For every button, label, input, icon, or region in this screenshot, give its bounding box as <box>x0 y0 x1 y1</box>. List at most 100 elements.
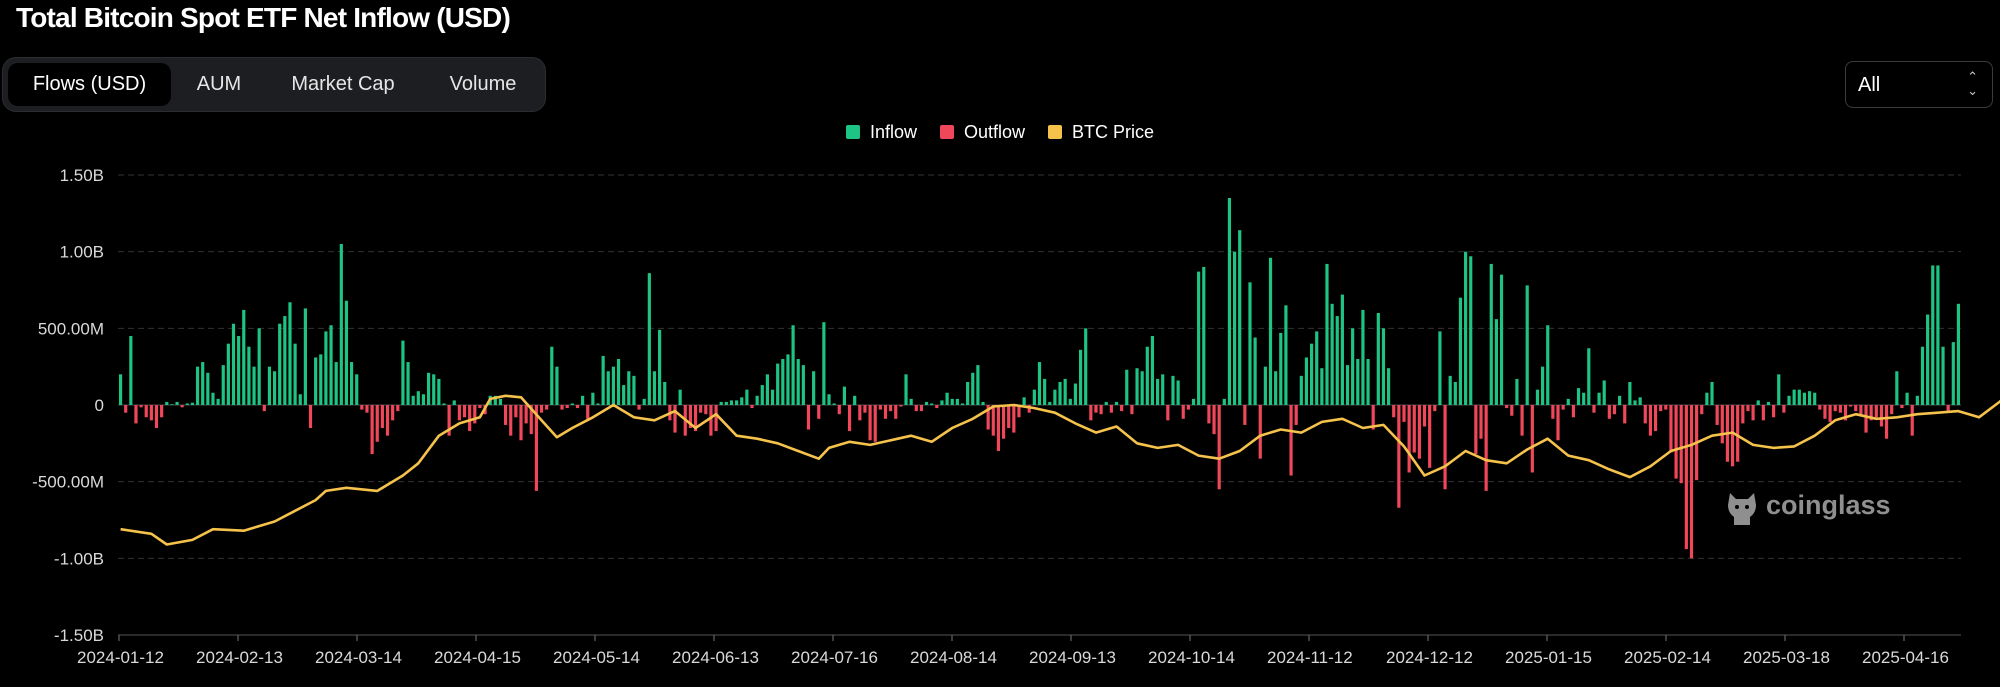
time-range-value: All <box>1858 74 1880 97</box>
inflow-bar <box>925 402 928 405</box>
outflow-bar <box>1007 405 1010 428</box>
outflow-bar <box>699 405 702 413</box>
inflow-bar <box>191 403 194 405</box>
inflow-bar <box>314 357 317 405</box>
inflow-bar <box>1064 379 1067 405</box>
inflow-bar <box>432 374 435 405</box>
legend-item-outflow[interactable]: Outflow <box>940 122 1025 143</box>
outflow-bar <box>1110 405 1113 413</box>
inflow-bar <box>802 365 805 405</box>
outflow-bar <box>540 405 543 413</box>
outflow-bar <box>673 405 676 433</box>
inflow-bar <box>1233 252 1236 405</box>
inflow-bar <box>756 396 759 405</box>
inflow-bar <box>1305 357 1308 405</box>
inflow-bar <box>1177 380 1180 405</box>
inflow-bar <box>720 402 723 405</box>
outflow-bar <box>637 405 640 410</box>
inflow-bar <box>1500 275 1503 405</box>
inflow-bar <box>776 364 779 405</box>
inflow-bar <box>1587 348 1590 405</box>
inflow-bar <box>1105 402 1108 405</box>
inflow-bar <box>679 390 682 405</box>
inflow-bar <box>1387 368 1390 405</box>
x-tick-label: 2024-09-13 <box>1029 648 1116 667</box>
outflow-bar <box>1613 405 1616 414</box>
inflow-bar <box>843 387 846 405</box>
coinglass-logo-icon <box>1724 489 1760 527</box>
outflow-bar <box>560 405 563 410</box>
inflow-bar <box>1336 316 1339 405</box>
inflow-bar <box>355 374 358 405</box>
inflow-bar <box>1223 399 1226 405</box>
inflow-bar <box>1495 319 1498 405</box>
outflow-bar <box>1289 405 1292 476</box>
inflow-bar <box>956 399 959 405</box>
inflow-bar <box>252 367 255 405</box>
outflow-bar <box>1947 405 1950 413</box>
inflow-bar <box>1628 382 1631 405</box>
inflow-bar <box>797 359 800 405</box>
tab-aum[interactable]: AUM <box>175 63 263 106</box>
outflow-bar <box>1130 405 1133 414</box>
outflow-bar <box>689 405 692 428</box>
outflow-bar <box>869 405 872 440</box>
legend-item-inflow[interactable]: Inflow <box>846 122 917 143</box>
inflow-bar <box>658 330 661 405</box>
inflow-bar <box>1633 400 1636 405</box>
inflow-bar <box>766 374 769 405</box>
inflow-bar <box>324 331 327 405</box>
tab-market-cap[interactable]: Market Cap <box>269 63 417 106</box>
inflow-bar <box>971 373 974 405</box>
inflow-bar <box>822 322 825 405</box>
inflow-bar <box>1254 338 1257 405</box>
y-tick-label: -500.00M <box>32 473 104 492</box>
outflow-bar <box>1479 405 1482 439</box>
tab-flows-usd[interactable]: Flows (USD) <box>8 63 171 106</box>
inflow-bar <box>1710 382 1713 405</box>
outflow-bar <box>879 405 882 410</box>
outflow-bar <box>1782 405 1785 413</box>
inflow-bar <box>206 373 209 405</box>
inflow-bar <box>1808 391 1811 405</box>
outflow-bar <box>935 405 938 408</box>
outflow-bar <box>1443 405 1446 489</box>
grid-lines <box>118 175 1961 635</box>
outflow-bar <box>1212 405 1215 434</box>
inflow-bar <box>1284 305 1287 405</box>
outflow-bar <box>1746 405 1749 411</box>
outflow-bar <box>1572 405 1575 417</box>
inflow-bar <box>648 273 651 405</box>
outflow-bar <box>463 405 466 417</box>
time-range-select[interactable]: All ⌃ ⌄ <box>1845 61 1993 108</box>
inflow-bar <box>1269 258 1272 405</box>
inflow-bar <box>791 325 794 405</box>
outflow-bar <box>1854 405 1857 411</box>
tab-volume[interactable]: Volume <box>423 63 543 106</box>
chart-legend: Inflow Outflow BTC Price <box>0 122 2000 143</box>
outflow-bar <box>668 405 671 420</box>
outflow-bar <box>458 405 461 420</box>
inflow-bar <box>345 301 348 405</box>
flow-bars <box>119 198 1960 558</box>
inflow-bar <box>201 362 204 405</box>
outflow-bar <box>1644 405 1647 423</box>
btc-price-line <box>121 238 2000 545</box>
inflow-bar <box>268 367 271 405</box>
outflow-bar <box>884 405 887 419</box>
inflow-bar <box>1957 304 1960 405</box>
outflow-bar <box>1649 405 1652 436</box>
inflow-bar <box>170 404 173 405</box>
x-tick-label: 2024-02-13 <box>196 648 283 667</box>
legend-item-btc-price[interactable]: BTC Price <box>1048 122 1154 143</box>
inflow-bar <box>745 390 748 405</box>
inflow-bar <box>299 394 302 405</box>
outflow-bar <box>1900 405 1903 408</box>
inflow-bar <box>1449 376 1452 405</box>
outflow-bar <box>150 405 153 420</box>
inflow-bar <box>1567 399 1570 405</box>
inflow-bar <box>1798 390 1801 405</box>
inflow-bar <box>1171 376 1174 405</box>
inflow-bar <box>1069 399 1072 405</box>
inflow-bar <box>761 385 764 405</box>
